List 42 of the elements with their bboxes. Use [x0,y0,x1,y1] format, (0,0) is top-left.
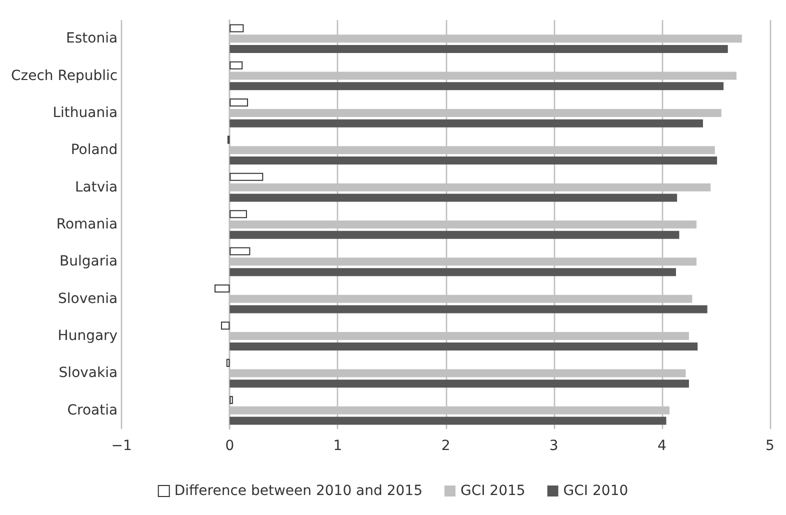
legend-label: Difference between 2010 and 2015 [174,483,422,499]
bar [230,98,248,107]
legend-label: GCI 2015 [460,483,526,499]
y-tick-label: Latvia [74,179,118,196]
bar [230,156,718,165]
x-tick-label: 4 [657,438,666,454]
bar [226,358,230,367]
bar [230,210,247,218]
bar [230,82,724,90]
y-tick-label: Poland [70,142,118,158]
bar [230,247,250,256]
bar [230,305,708,314]
y-tick-label: Romania [56,216,118,232]
bar [230,24,244,32]
y-tick-label: Hungary [58,328,118,344]
x-tick-label: 2 [441,438,450,454]
x-tick-label: −1 [111,438,132,454]
y-tick-label: Slovakia [58,365,118,382]
x-tick-label: 0 [225,438,234,454]
bar [230,44,728,53]
bar [230,380,689,388]
y-tick-label: Czech Republic [11,68,118,84]
y-tick-label: Bulgaria [60,254,118,270]
bar [230,268,676,276]
legend-label: GCI 2010 [563,483,628,499]
bar [230,416,666,425]
x-tick-label: 1 [333,438,342,454]
bar [230,119,703,128]
y-tick-label: Estonia [66,30,118,47]
x-tick-label: 3 [549,438,558,454]
bar [230,194,678,202]
bar [214,284,230,292]
bar [230,396,233,404]
bar [230,342,698,350]
y-tick-label: Slovenia [58,290,118,307]
bar [230,230,680,239]
bar [230,61,243,70]
y-tick-label: Lithuania [52,104,118,121]
bar [230,172,264,181]
y-tick-label: Croatia [67,402,118,418]
bar [221,322,230,330]
x-tick-label: 5 [766,438,774,454]
